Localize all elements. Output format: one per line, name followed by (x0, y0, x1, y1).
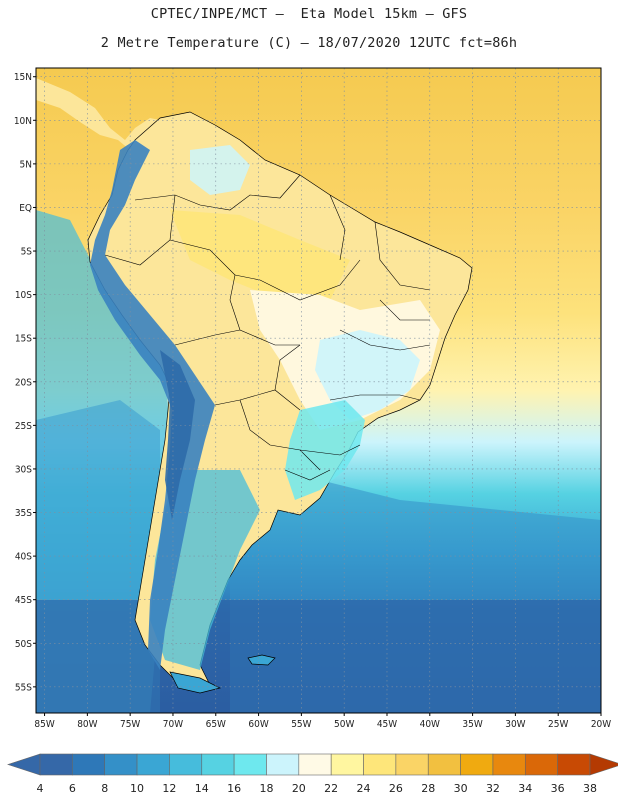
lon-tick-label: 80W (77, 719, 97, 730)
lon-tick-label: 55W (291, 719, 311, 730)
colorbar-box (169, 753, 203, 776)
latitude-ticks: 15N 10N 5N EQ 5S 10S 15S 20S 25S 30S 35S 40S 45S 50S 5… (14, 72, 36, 693)
colorbar-tick-label: 20 (292, 782, 306, 795)
lat-tick-label: 15N (14, 72, 32, 83)
lon-tick-label: 30W (505, 719, 525, 730)
colorbar-box (557, 753, 591, 776)
colorbar-tick-label: 8 (101, 782, 108, 795)
colorbar-box (395, 753, 429, 776)
colorbar-box (104, 753, 138, 776)
lon-tick-label: 40W (420, 719, 440, 730)
colorbar-tick-label: 14 (195, 782, 209, 795)
map-frame (35, 67, 602, 714)
lat-tick-label: EQ (19, 203, 32, 214)
colorbar-tick-label: 12 (162, 782, 176, 795)
lon-tick-label: 65W (206, 719, 226, 730)
map-field (36, 68, 601, 713)
colorbar-tick-label: 36 (551, 782, 565, 795)
tierra-del-fuego (169, 671, 222, 694)
colorbar-box (201, 753, 235, 776)
lat-tick-label: 30S (15, 464, 32, 475)
country-borders (104, 174, 431, 481)
lat-tick-label: 20S (15, 377, 32, 388)
amazon-warm-zone (170, 210, 350, 300)
colorbar-upper-arrow (589, 753, 618, 776)
lon-tick-label: 85W (34, 719, 54, 730)
lat-tick-label: 10N (14, 116, 32, 127)
lat-tick-label: 25S (15, 421, 32, 432)
lon-tick-label: 70W (163, 719, 183, 730)
lon-tick-label: 25W (548, 719, 568, 730)
colorbar-box (298, 753, 332, 776)
lon-tick-label: 20W (591, 719, 611, 730)
lat-tick-label: 40S (15, 552, 32, 563)
colorbar-tick-label: 16 (227, 782, 241, 795)
colorbar-tick-label: 28 (421, 782, 435, 795)
lat-tick-label: 5N (20, 159, 32, 170)
colorbar-tick-label: 6 (69, 782, 76, 795)
map-title-line-2: 2 Metre Temperature (C) – 18/07/2020 12U… (100, 35, 518, 51)
longitude-ticks: 85W 80W 75W 70W 65W 60W 55W 50W 45W 40W 35W 30W 25W 2… (34, 713, 611, 730)
lon-tick-label: 35W (462, 719, 482, 730)
colorbar-tick-label: 22 (324, 782, 338, 795)
lat-tick-label: 15S (15, 334, 32, 345)
lat-tick-label: 5S (21, 247, 33, 258)
southern-cold-zone (36, 600, 601, 713)
colorbar-box (492, 753, 526, 776)
colorbar-tick-label: 26 (389, 782, 403, 795)
colorbar-tick-label: 24 (357, 782, 371, 795)
lon-tick-label: 45W (377, 719, 397, 730)
colorbar-box (39, 753, 73, 776)
lat-tick-label: 10S (15, 290, 32, 301)
colorbar-box (363, 753, 397, 776)
colorbar-tick-label: 34 (518, 782, 532, 795)
brazil-plateau-cold (315, 330, 420, 420)
colorbar-tick-label: 18 (259, 782, 273, 795)
lat-tick-label: 50S (15, 639, 32, 650)
map-title-line-1: CPTEC/INPE/MCT – Eta Model 15km – GFS (150, 6, 468, 22)
lon-tick-label: 60W (248, 719, 268, 730)
colorbar-tick-label: 32 (486, 782, 500, 795)
andes-core (160, 350, 195, 520)
south-brazil-cold (285, 400, 365, 500)
colorbar-box (72, 753, 106, 776)
lat-tick-label: 35S (15, 508, 32, 519)
central-america-land (36, 78, 160, 150)
colorbar-box (330, 753, 364, 776)
colorbar-box (460, 753, 494, 776)
colorbar-box (266, 753, 300, 776)
amazon-cool-patch (190, 145, 250, 195)
lat-tick-label: 55S (15, 682, 32, 693)
lat-tick-label: 45S (15, 595, 32, 606)
colorbar-tick-label: 38 (583, 782, 597, 795)
colorbar-tick-label: 10 (130, 782, 144, 795)
colorbar-tick-label: 30 (454, 782, 468, 795)
falkland-islands (247, 654, 276, 666)
lon-tick-label: 75W (120, 719, 140, 730)
colorbar-box (233, 753, 267, 776)
color-legend: 4 6 8 10 12 14 16 18 20 22 24 26 28 30 32 34 36 38 (7, 753, 618, 795)
colorbar-box (524, 753, 558, 776)
lon-tick-label: 50W (334, 719, 354, 730)
colorbar-box (136, 753, 170, 776)
colorbar-tick-label: 4 (37, 782, 44, 795)
colorbar-lower-arrow (7, 753, 41, 776)
colorbar-box (427, 753, 461, 776)
